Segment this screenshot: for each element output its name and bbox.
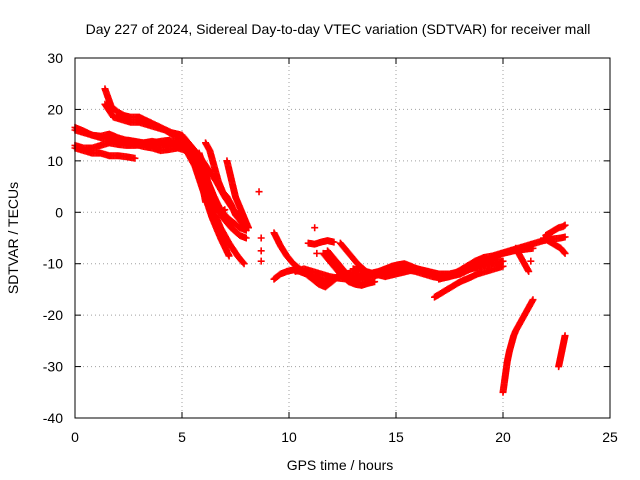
data-point [242,234,250,242]
series-arc-15 [319,249,379,289]
x-tick-label: 20 [495,429,511,445]
x-axis-label: GPS time / hours [287,457,394,473]
series-arc-19 [431,262,507,301]
series-arc-23 [540,234,569,257]
series-arc-4 [71,136,248,268]
data-point [257,257,265,265]
data-point [244,224,252,232]
data-point [255,188,263,196]
series-arc-10 [195,149,229,216]
series-isolated [255,188,535,265]
y-tick-label: -20 [43,307,63,323]
tick-layer: 0 5 10 15 20 25 -40 -30 -20 -10 0 10 20 30 [43,50,618,445]
series-arc-21 [499,296,537,396]
data-point [240,260,248,268]
y-tick-label: 20 [47,101,63,117]
series-arc-17 [324,247,421,283]
data-layer [71,85,569,396]
data-point [221,206,229,214]
grid-layer [75,58,610,418]
data-point [371,278,379,286]
data-point [239,259,247,267]
data-point [525,267,533,275]
data-point [529,244,537,252]
series-arc-9 [223,157,252,232]
y-tick-label: -10 [43,256,63,272]
data-point [527,257,535,265]
series-arc-14 [304,237,338,248]
y-axis-label: SDTVAR / TECUs [5,182,21,294]
data-point [561,221,569,229]
data-point [529,296,537,304]
y-tick-label: -40 [43,410,63,426]
data-point [257,234,265,242]
x-tick-label: 10 [281,429,297,445]
data-point [330,238,338,246]
data-point [561,233,569,241]
x-tick-label: 0 [71,429,79,445]
data-point [311,224,319,232]
x-tick-label: 25 [602,429,618,445]
x-tick-label: 15 [388,429,404,445]
series-arc-25 [555,332,569,371]
data-point [561,332,569,340]
x-tick-label: 5 [178,429,186,445]
series-arc-22 [512,244,533,275]
y-tick-label: -30 [43,359,63,375]
data-point [257,247,265,255]
data-point [225,252,233,260]
axes-layer [74,57,611,419]
data-point [499,262,507,270]
chart-title: Day 227 of 2024, Sidereal Day-to-day VTE… [86,21,591,37]
data-point [561,249,569,257]
data-point [131,154,139,162]
y-tick-label: 0 [55,204,63,220]
series-arc-24 [542,221,569,239]
data-point [560,248,568,256]
plot-border [74,57,611,419]
data-point [313,249,321,257]
y-tick-label: 30 [47,50,63,66]
y-tick-label: 10 [47,153,63,169]
